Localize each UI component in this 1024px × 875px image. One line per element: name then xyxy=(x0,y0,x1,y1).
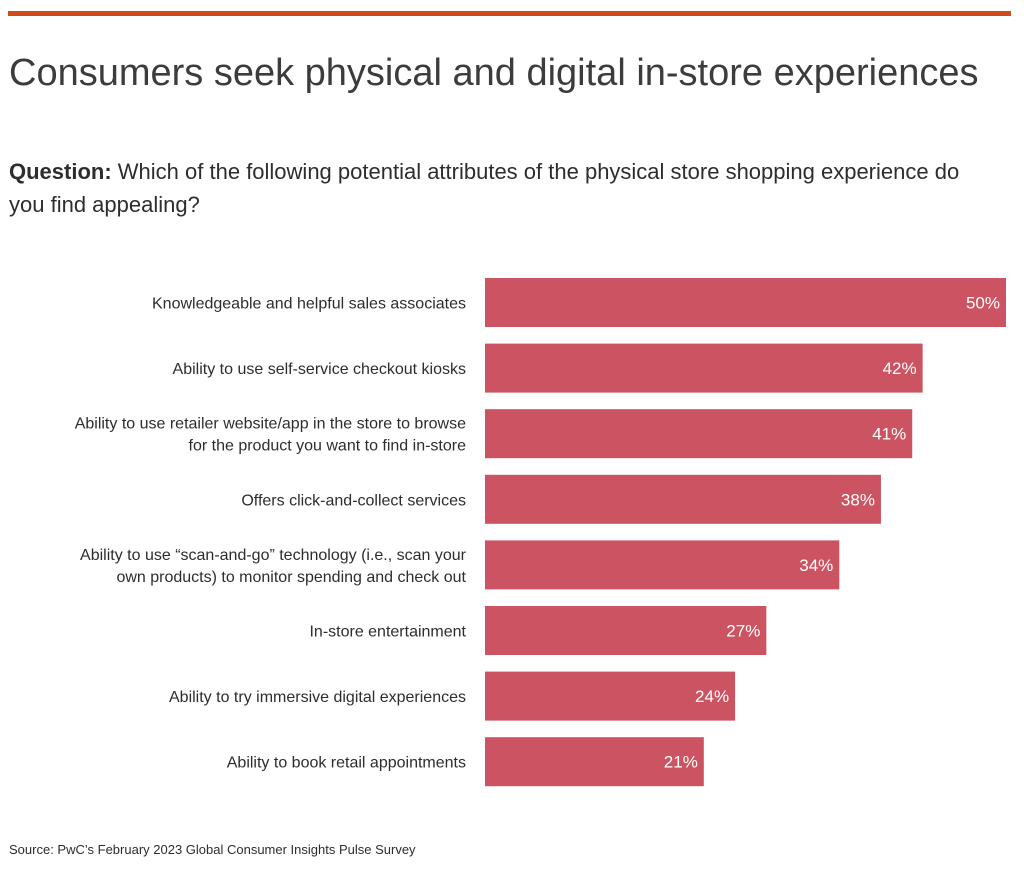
question-label: Question: xyxy=(9,159,112,184)
bar-6 xyxy=(485,606,767,655)
bar-value-label-8: 21% xyxy=(664,753,698,772)
top-accent-rule xyxy=(8,11,1011,16)
category-label-6: In-store entertainment xyxy=(309,624,466,641)
bar-5 xyxy=(485,540,840,590)
category-label-8: Ability to book retail appointments xyxy=(227,755,466,772)
bar-chart: 50% Knowledgeable and helpful sales assoc… xyxy=(75,278,1006,787)
bar-1 xyxy=(485,278,1006,327)
bar-7 xyxy=(485,671,736,721)
bar-value-label-6: 27% xyxy=(726,622,760,641)
chart-title: Consumers seek physical and digital in-s… xyxy=(9,52,979,94)
bar-value-label-7: 24% xyxy=(695,687,729,706)
bar-value-label-2: 42% xyxy=(883,359,917,378)
bar-value-label-1: 50% xyxy=(966,294,1000,313)
bar-value-label-4: 38% xyxy=(841,490,875,509)
category-label-1: Knowledgeable and helpful sales associat… xyxy=(152,296,466,313)
chart-subtitle: Question: Which of the following potenti… xyxy=(9,155,969,221)
bar-4 xyxy=(485,474,881,524)
category-label-5-line-2: own products) to monitor spending and ch… xyxy=(116,569,466,586)
bar-value-label-3: 41% xyxy=(872,425,906,444)
bar-2 xyxy=(485,343,923,393)
category-label-5-line-1: Ability to use “scan-and-go” technology … xyxy=(80,547,467,564)
question-text: Which of the following potential attribu… xyxy=(9,159,960,217)
category-label-4: Offers click-and-collect services xyxy=(241,492,466,509)
category-label-2: Ability to use self-service checkout kio… xyxy=(173,361,466,378)
bar-3 xyxy=(485,409,913,459)
category-label-3-line-1: Ability to use retailer website/app in t… xyxy=(75,416,466,433)
bar-value-label-5: 34% xyxy=(799,556,833,575)
category-label-3-line-2: for the product you want to find in-stor… xyxy=(189,438,467,455)
category-label-7: Ability to try immersive digital experie… xyxy=(169,689,466,706)
bar-8 xyxy=(485,737,704,787)
source-note: Source: PwC’s February 2023 Global Consu… xyxy=(9,842,416,857)
